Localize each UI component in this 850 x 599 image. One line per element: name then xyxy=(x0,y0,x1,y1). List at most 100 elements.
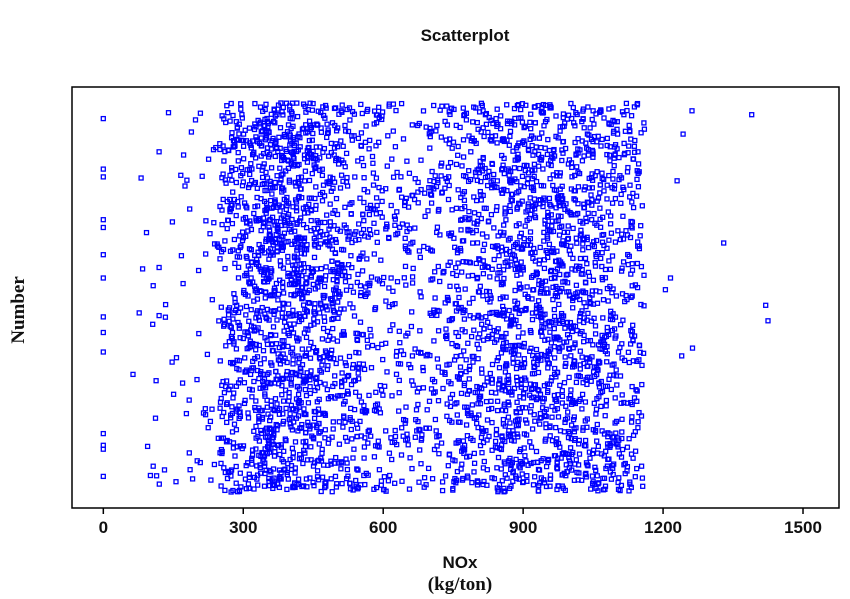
scatter-point xyxy=(325,129,331,135)
scatter-point xyxy=(503,346,509,353)
scatter-point xyxy=(462,404,468,410)
scatter-point xyxy=(577,362,583,368)
scatter-point xyxy=(284,486,290,493)
scatter-point xyxy=(522,291,528,297)
scatter-point xyxy=(415,401,421,408)
scatter-point xyxy=(354,466,360,472)
scatter-point xyxy=(479,370,485,376)
scatter-point xyxy=(468,138,474,144)
scatter-point xyxy=(587,356,593,362)
scatter-point xyxy=(440,270,446,276)
scatter-point xyxy=(378,387,385,393)
scatter-point xyxy=(321,318,328,324)
scatter-point xyxy=(481,133,487,140)
scatter-point xyxy=(584,234,590,240)
scatter-point xyxy=(499,434,505,440)
scatter-point xyxy=(440,385,446,392)
scatter-point xyxy=(340,143,346,149)
scatter-point xyxy=(261,122,267,129)
scatter-point xyxy=(478,434,485,441)
scatter-point xyxy=(279,189,285,195)
scatter-point xyxy=(428,277,434,283)
scatter-point xyxy=(277,258,283,264)
scatter-point xyxy=(435,364,442,370)
scatter-point xyxy=(551,313,558,320)
scatter-point xyxy=(575,150,581,156)
scatter-point xyxy=(519,404,525,411)
scatter-point xyxy=(274,317,280,323)
scatter-point xyxy=(542,145,548,151)
scatter-point xyxy=(513,365,520,372)
scatter-point xyxy=(315,406,322,412)
scatter-point xyxy=(608,476,615,482)
scatter-point xyxy=(344,460,350,466)
scatter-point xyxy=(508,191,515,197)
scatter-point xyxy=(317,167,323,174)
scatter-point xyxy=(227,323,233,329)
scatter-point xyxy=(519,364,525,371)
scatter-point xyxy=(545,336,551,342)
scatter-point xyxy=(143,229,150,236)
scatter-point xyxy=(274,144,280,151)
scatter-point xyxy=(304,280,310,286)
scatter-point xyxy=(371,220,377,226)
scatter-point xyxy=(576,318,583,324)
scatter-point xyxy=(531,364,537,371)
scatter-point xyxy=(418,157,424,163)
scatter-point xyxy=(170,391,177,397)
scatter-point xyxy=(527,195,533,201)
scatter-point xyxy=(431,338,437,344)
scatter-point xyxy=(291,148,297,154)
scatter-point xyxy=(601,242,607,249)
scatter-point xyxy=(587,455,593,461)
scatter-point xyxy=(265,411,271,417)
scatter-point xyxy=(303,275,309,281)
scatter-point xyxy=(634,100,641,107)
scatter-point xyxy=(606,237,612,243)
scatter-point xyxy=(508,168,514,175)
scatter-point xyxy=(521,242,527,248)
scatter-point xyxy=(570,305,576,311)
scatter-point xyxy=(550,284,556,290)
scatter-point xyxy=(518,259,524,265)
scatter-point xyxy=(262,250,268,256)
scatter-point xyxy=(549,414,555,420)
scatter-point xyxy=(478,197,484,203)
scatter-point xyxy=(161,467,168,473)
scatter-point xyxy=(612,119,618,125)
scatter-point xyxy=(392,480,398,486)
scatter-point xyxy=(617,344,623,351)
scatter-point xyxy=(264,306,271,313)
scatter-point xyxy=(355,135,362,142)
scatter-point xyxy=(573,282,580,288)
scatter-point xyxy=(518,106,524,113)
scatter-point xyxy=(252,288,258,294)
scatter-point xyxy=(596,384,603,390)
scatter-point xyxy=(386,450,393,456)
scatter-point xyxy=(593,237,600,244)
scatter-point xyxy=(256,163,262,169)
scatter-point xyxy=(634,260,641,267)
scatter-point xyxy=(627,194,633,200)
scatter-point xyxy=(360,226,367,233)
scatter-point xyxy=(530,482,537,488)
scatter-point xyxy=(341,306,347,312)
scatter-point xyxy=(506,433,512,440)
scatter-point xyxy=(376,444,382,450)
scatter-point xyxy=(489,405,495,412)
scatter-point xyxy=(345,128,352,135)
scatter-point xyxy=(621,186,627,193)
scatter-point xyxy=(516,310,522,317)
scatter-point xyxy=(577,396,583,403)
scatter-point xyxy=(239,229,246,235)
scatter-point xyxy=(223,180,229,186)
scatter-point xyxy=(455,187,461,193)
scatter-point xyxy=(273,138,279,144)
scatter-point xyxy=(479,163,485,169)
scatter-point xyxy=(223,439,230,445)
scatter-point xyxy=(474,383,480,390)
scatter-point xyxy=(495,454,502,461)
scatter-point xyxy=(231,139,238,145)
scatter-point xyxy=(553,113,559,119)
scatter-point xyxy=(489,185,495,191)
